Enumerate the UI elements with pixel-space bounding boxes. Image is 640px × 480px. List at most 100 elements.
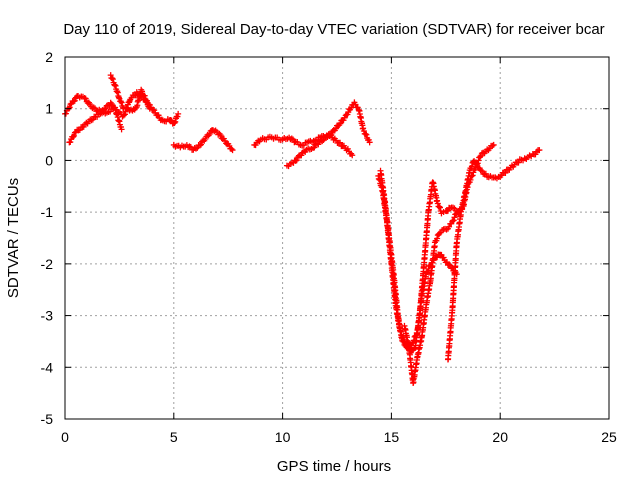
x-tick-label: 5 xyxy=(170,429,178,445)
data-point-marker xyxy=(288,135,295,142)
data-point-marker xyxy=(324,133,331,140)
data-point-marker xyxy=(411,345,418,352)
y-tick-label: -2 xyxy=(41,256,54,272)
data-point-marker xyxy=(146,105,153,112)
data-point-marker xyxy=(71,132,78,139)
y-tick-label: 2 xyxy=(45,49,53,65)
data-point-marker xyxy=(70,134,77,141)
data-point-marker xyxy=(478,168,485,175)
y-axis-label: SDTVAR / TECUs xyxy=(5,178,22,298)
data-point-marker xyxy=(366,139,373,146)
data-point-marker xyxy=(328,131,335,138)
grid xyxy=(65,57,609,419)
data-point-marker xyxy=(323,134,330,141)
series-track4 xyxy=(170,127,236,154)
data-point-marker xyxy=(490,141,497,148)
axis-ticks: 0 5 10 15 20 25 -5 -4 -3 -2 -1 0 1 2 xyxy=(41,49,617,445)
data-point-marker xyxy=(66,104,73,111)
data-point-marker xyxy=(67,139,74,146)
data-point-marker xyxy=(337,120,344,127)
x-tick-label: 10 xyxy=(275,429,291,445)
data-point-marker xyxy=(107,72,114,79)
data-point-marker xyxy=(446,223,453,230)
data-point-marker xyxy=(292,157,299,164)
y-tick-label: 0 xyxy=(45,152,53,168)
data-point-marker xyxy=(298,152,305,159)
data-point-marker xyxy=(70,98,77,105)
data-point-marker xyxy=(293,157,300,164)
y-tick-label: -3 xyxy=(41,308,54,324)
data-point-marker xyxy=(425,266,432,273)
data-point-marker xyxy=(226,142,233,149)
data-point-marker xyxy=(473,161,480,168)
data-point-marker xyxy=(82,95,89,102)
data-point-marker xyxy=(363,131,370,138)
data-point-marker xyxy=(468,163,475,170)
x-axis-label: GPS time / hours xyxy=(277,458,391,475)
data-point-marker xyxy=(399,337,406,344)
data-point-marker xyxy=(436,203,443,210)
data-point-marker xyxy=(477,153,484,160)
y-tick-label: -4 xyxy=(41,359,54,375)
data-point-marker xyxy=(62,110,69,117)
data-point-marker xyxy=(198,141,204,148)
data-point-marker xyxy=(151,107,158,114)
data-point-marker xyxy=(228,145,235,152)
data-point-marker xyxy=(489,142,496,149)
x-tick-label: 25 xyxy=(601,429,617,445)
data-point-marker xyxy=(71,97,78,104)
data-point-marker xyxy=(118,126,125,133)
data-point-marker xyxy=(349,152,356,159)
series-track9 xyxy=(401,206,465,387)
data-point-marker xyxy=(88,117,95,124)
data-point-marker xyxy=(319,138,326,145)
data-point-marker xyxy=(476,154,483,161)
series-track10 xyxy=(444,147,543,363)
data-point-marker xyxy=(155,112,162,119)
series-track2 xyxy=(66,104,125,146)
data-point-marker xyxy=(362,130,369,137)
data-point-marker xyxy=(118,99,125,106)
y-tick-label: -5 xyxy=(41,411,54,427)
data-point-marker xyxy=(117,98,124,105)
data-point-marker xyxy=(109,75,116,82)
data-point-marker xyxy=(536,147,543,154)
data-point-marker xyxy=(171,119,178,126)
series-track6 xyxy=(283,99,373,170)
series-track5 xyxy=(251,132,356,159)
data-point-marker xyxy=(206,130,213,137)
data-points xyxy=(62,72,543,387)
data-point-marker xyxy=(67,101,74,108)
data-point-marker xyxy=(440,254,447,261)
data-point-marker xyxy=(192,145,199,152)
data-point-marker xyxy=(172,118,179,125)
data-point-marker xyxy=(482,170,489,177)
data-point-marker xyxy=(477,166,484,173)
data-point-marker xyxy=(139,88,146,95)
data-point-marker xyxy=(436,204,443,211)
data-point-marker xyxy=(80,123,87,130)
x-tick-label: 20 xyxy=(492,429,508,445)
x-tick-label: 15 xyxy=(384,429,400,445)
data-point-marker xyxy=(515,159,522,166)
data-point-marker xyxy=(360,125,367,132)
data-point-marker xyxy=(109,76,116,83)
data-point-marker xyxy=(175,110,182,117)
chart-title: Day 110 of 2019, Sidereal Day-to-day VTE… xyxy=(63,21,604,38)
data-point-marker xyxy=(337,139,344,146)
data-point-marker xyxy=(434,197,441,204)
y-tick-label: -1 xyxy=(41,204,54,220)
data-point-marker xyxy=(332,125,339,132)
data-point-marker xyxy=(90,104,97,111)
data-point-marker xyxy=(451,214,458,221)
plot-frame xyxy=(64,56,610,420)
data-point-marker xyxy=(217,132,224,139)
data-point-marker xyxy=(450,217,457,224)
data-point-marker xyxy=(174,113,181,120)
data-point-marker xyxy=(434,235,441,242)
data-point-marker xyxy=(502,170,509,177)
data-point-marker xyxy=(229,147,236,154)
data-point-marker xyxy=(196,142,203,149)
series-track8 xyxy=(377,141,497,354)
